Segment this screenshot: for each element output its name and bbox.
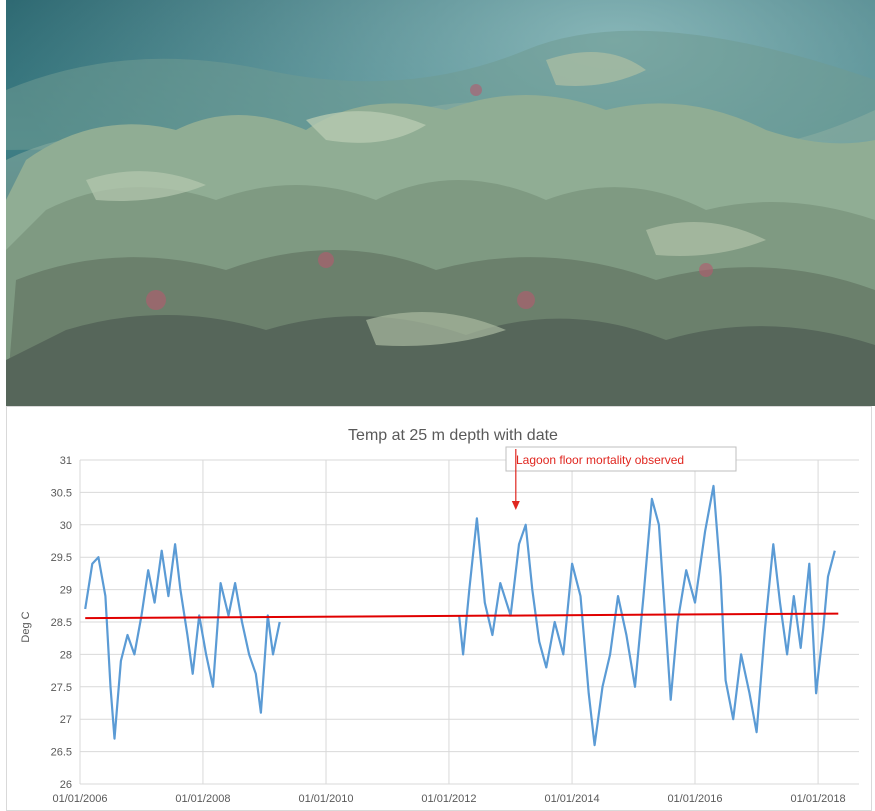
x-tick-label: 01/01/2008 (175, 793, 230, 805)
temperature-chart: 26 26.5 27 27.5 28 28.5 29 29.5 30 30.5 31 01/01/2… (20, 427, 859, 805)
annotation: Lagoon floor mortality observed (505, 446, 737, 510)
y-tick-label: 27 (60, 714, 72, 726)
annotation-box (505, 446, 737, 472)
y-tick-label: 28 (60, 649, 72, 661)
x-tick-label: 01/01/2010 (298, 793, 353, 805)
coral-reef-photo (6, 0, 875, 406)
y-axis-ticks: 26 26.5 27 27.5 28 28.5 29 29.5 30 30.5 31 (51, 455, 72, 791)
x-tick-label: 01/01/2016 (667, 793, 722, 805)
annotation-arrow-head (511, 501, 520, 510)
y-tick-label: 27.5 (51, 682, 72, 694)
y-tick-label: 29.5 (51, 552, 72, 564)
y-tick-label: 28.5 (51, 617, 72, 629)
y-tick-label: 29 (60, 585, 72, 597)
y-tick-label: 31 (60, 455, 72, 467)
x-axis-ticks: 01/01/2006 01/01/2008 01/01/2010 01/01/2012… (52, 793, 845, 805)
x-tick-label: 01/01/2018 (791, 793, 846, 805)
y-tick-label: 30.5 (51, 487, 72, 499)
y-tick-label: 26.5 (51, 747, 72, 759)
y-tick-label: 30 (60, 520, 72, 532)
y-axis-title: Deg C (20, 611, 32, 642)
series-layer (84, 484, 839, 747)
y-tick-label: 26 (60, 779, 72, 791)
chart-title: Temp at 25 m depth with date (348, 427, 558, 444)
coral-reef-photo-icon (6, 0, 875, 406)
mean-line (85, 612, 839, 620)
chart-panel: 26 26.5 27 27.5 28 28.5 29 29.5 30 30.5 31 01/01/2… (6, 406, 872, 811)
annotation-text: Lagoon floor mortality observed (516, 453, 684, 467)
temperature-series-segment-2 (458, 484, 836, 747)
grid (79, 459, 859, 785)
x-tick-label: 01/01/2006 (52, 793, 107, 805)
x-tick-label: 01/01/2014 (545, 793, 600, 805)
temperature-series-segment-1 (84, 543, 281, 740)
x-tick-label: 01/01/2012 (421, 793, 476, 805)
